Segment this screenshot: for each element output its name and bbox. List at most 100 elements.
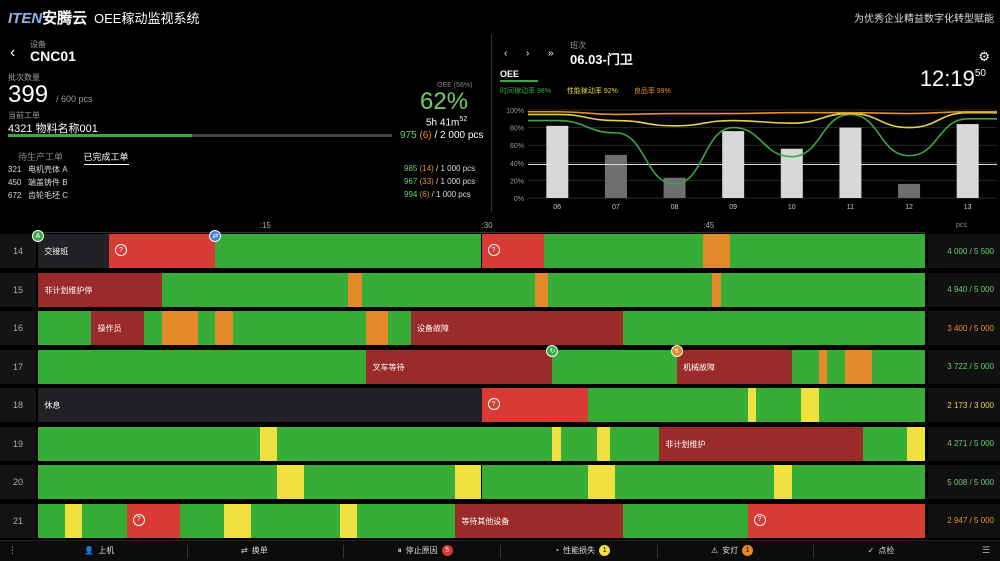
back-icon[interactable]: ‹ xyxy=(10,44,16,61)
state-segment-yellow[interactable] xyxy=(277,465,305,499)
help-icon[interactable]: ? xyxy=(487,398,500,410)
state-segment-orange[interactable] xyxy=(215,311,234,345)
more-vertical-icon[interactable]: ⋮ xyxy=(8,545,17,555)
state-segment-green[interactable] xyxy=(197,311,216,345)
state-segment-green[interactable] xyxy=(623,311,925,345)
state-segment-red[interactable] xyxy=(747,503,925,538)
help-icon[interactable]: ? xyxy=(487,244,500,256)
state-bar[interactable]: ?? 等待其他设备 xyxy=(38,503,925,538)
state-segment-yellow[interactable] xyxy=(747,388,757,422)
state-segment-darkred[interactable] xyxy=(454,503,624,538)
state-segment-green[interactable] xyxy=(543,234,704,268)
state-bar[interactable]: 非计划维护停 xyxy=(38,272,925,307)
state-segment-darkred[interactable] xyxy=(658,426,863,461)
chevron-left-icon[interactable]: ‹ xyxy=(504,48,508,59)
state-segment-green[interactable] xyxy=(179,503,225,538)
state-segment-green[interactable] xyxy=(38,465,278,499)
state-segment-green[interactable] xyxy=(38,503,65,538)
help-icon[interactable]: ? xyxy=(132,513,145,526)
state-segment-green[interactable] xyxy=(82,503,127,538)
state-segment-yellow[interactable] xyxy=(907,426,925,461)
state-segment-green[interactable] xyxy=(827,349,846,384)
state-segment-green[interactable] xyxy=(388,311,411,345)
state-segment-green[interactable] xyxy=(552,349,677,384)
tab-done-orders[interactable]: 已完成工单 xyxy=(83,152,129,165)
state-segment-green[interactable] xyxy=(791,349,819,384)
state-segment-green[interactable] xyxy=(791,465,925,499)
state-segment-darkred[interactable] xyxy=(38,272,163,307)
help-icon[interactable]: ? xyxy=(114,244,127,256)
bottom-action-switch[interactable]: ⇄ 换单 xyxy=(241,545,268,556)
order-row[interactable]: 672 齿轮毛坯 C xyxy=(8,190,68,201)
state-bar[interactable] xyxy=(38,465,925,499)
state-segment-green[interactable] xyxy=(233,311,367,345)
state-segment-orange[interactable] xyxy=(703,234,730,268)
bottom-action-check[interactable]: ✓ 点检 xyxy=(868,545,895,556)
state-segment-yellow[interactable] xyxy=(774,465,792,499)
state-segment-green[interactable] xyxy=(144,311,163,345)
tab-waiting-orders[interactable]: 待生产工单 xyxy=(18,152,64,162)
state-segment-yellow[interactable] xyxy=(64,503,83,538)
state-segment-green[interactable] xyxy=(162,272,349,307)
state-segment-green[interactable] xyxy=(561,426,597,461)
state-segment-green[interactable] xyxy=(277,426,553,461)
state-segment-green[interactable] xyxy=(720,272,925,307)
bottom-action-user[interactable]: 👤 上机 xyxy=(84,545,114,556)
state-segment-green[interactable] xyxy=(729,234,925,268)
state-bar[interactable]: ?? 交接班 A ⇄ xyxy=(32,230,925,268)
state-segment-darkred[interactable] xyxy=(676,349,792,384)
state-segment-orange[interactable] xyxy=(534,272,549,307)
state-segment-green[interactable] xyxy=(38,426,260,461)
state-bar[interactable]: 操作员 设备故障 xyxy=(38,311,925,345)
state-segment-green[interactable] xyxy=(862,426,908,461)
state-segment-dark[interactable] xyxy=(38,234,109,268)
event-marker-icon[interactable]: ↯ xyxy=(670,344,683,357)
bottom-action-alarm[interactable]: ⚠ 安灯 1 xyxy=(711,545,754,556)
state-segment-orange[interactable] xyxy=(348,272,362,307)
state-segment-green[interactable] xyxy=(587,388,748,422)
state-segment-green[interactable] xyxy=(548,272,713,307)
state-segment-yellow[interactable] xyxy=(454,465,482,499)
state-segment-orange[interactable] xyxy=(366,311,389,345)
state-segment-yellow[interactable] xyxy=(224,503,251,538)
state-bar[interactable]: ? 休息 xyxy=(38,388,925,422)
state-segment-yellow[interactable] xyxy=(800,388,819,422)
chevron-right-icon[interactable]: › xyxy=(526,48,530,59)
order-row[interactable]: 450 端盖铸件 B xyxy=(8,177,68,188)
state-segment-green[interactable] xyxy=(614,465,775,499)
state-segment-green[interactable] xyxy=(610,426,659,461)
state-segment-orange[interactable] xyxy=(845,349,872,384)
chevron-double-right-icon[interactable]: » xyxy=(548,48,554,59)
state-segment-green[interactable] xyxy=(38,349,367,384)
state-segment-orange[interactable] xyxy=(818,349,828,384)
bottom-action-pause[interactable]: ⏸ 停止原因 5 xyxy=(398,545,453,556)
state-segment-green[interactable] xyxy=(818,388,925,422)
state-segment-yellow[interactable] xyxy=(552,426,562,461)
bottom-action-gauge[interactable]: ◔ 性能损失 1 xyxy=(554,545,611,556)
state-segment-green[interactable] xyxy=(250,503,340,538)
state-segment-green[interactable] xyxy=(361,272,535,307)
state-bar[interactable]: 非计划维护 xyxy=(38,426,925,461)
state-segment-yellow[interactable] xyxy=(587,465,615,499)
state-segment-green[interactable] xyxy=(38,311,92,345)
help-icon[interactable]: ? xyxy=(753,513,766,526)
state-segment-green[interactable] xyxy=(304,465,455,499)
gear-icon[interactable]: ⚙ xyxy=(978,49,990,64)
event-marker-icon[interactable]: ↻ xyxy=(546,344,559,357)
menu-icon[interactable]: ☰ xyxy=(982,545,991,555)
state-segment-darkred[interactable] xyxy=(91,311,145,345)
state-segment-yellow[interactable] xyxy=(259,426,278,461)
state-segment-yellow[interactable] xyxy=(596,426,611,461)
state-bar[interactable]: 叉车等待 机械故障 ↻ ↯ xyxy=(38,344,925,384)
state-segment-darkred[interactable] xyxy=(410,311,624,345)
state-segment-green[interactable] xyxy=(357,503,455,538)
state-segment-darkred[interactable] xyxy=(366,349,553,384)
state-segment-yellow[interactable] xyxy=(339,503,358,538)
event-marker-icon[interactable]: ⇄ xyxy=(209,230,222,242)
state-segment-orange[interactable] xyxy=(712,272,721,307)
state-segment-orange[interactable] xyxy=(162,311,198,345)
state-segment-green[interactable] xyxy=(623,503,748,538)
oee-chart-tab[interactable]: OEE xyxy=(500,69,520,79)
event-marker-icon[interactable]: A xyxy=(32,230,44,242)
state-segment-green[interactable] xyxy=(756,388,801,422)
